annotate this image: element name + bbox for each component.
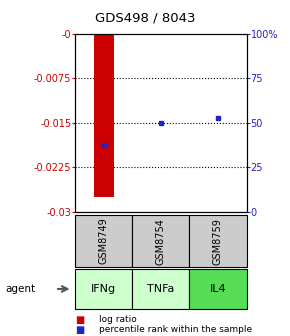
Text: ■: ■	[75, 325, 85, 335]
Text: IFNg: IFNg	[91, 284, 117, 294]
Bar	[75, 215, 133, 267]
Bar	[133, 215, 189, 267]
Text: TNFa: TNFa	[147, 284, 175, 294]
Bar	[189, 269, 246, 309]
Text: agent: agent	[6, 284, 36, 294]
Text: GSM8759: GSM8759	[213, 218, 223, 264]
Bar	[189, 215, 246, 267]
Bar	[94, 34, 114, 197]
Text: ■: ■	[75, 315, 85, 325]
Bar	[75, 269, 133, 309]
Text: GSM8749: GSM8749	[99, 218, 109, 264]
Bar	[151, 34, 171, 35]
Text: percentile rank within the sample: percentile rank within the sample	[99, 326, 252, 334]
Text: IL4: IL4	[210, 284, 226, 294]
Text: GDS498 / 8043: GDS498 / 8043	[95, 12, 195, 25]
Bar	[133, 269, 189, 309]
Text: log ratio: log ratio	[99, 316, 136, 324]
Text: GSM8754: GSM8754	[156, 218, 166, 264]
